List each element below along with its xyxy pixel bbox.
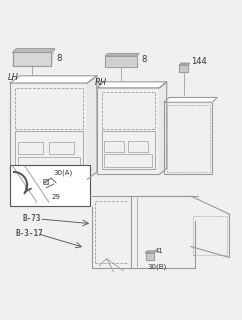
Bar [17, 156, 80, 171]
Bar [49, 142, 75, 155]
Text: 41: 41 [155, 248, 163, 254]
Polygon shape [145, 251, 156, 253]
Bar [167, 105, 210, 172]
Bar [104, 141, 124, 152]
Bar [43, 179, 48, 184]
Polygon shape [105, 53, 139, 56]
Bar [102, 92, 155, 129]
Polygon shape [10, 76, 97, 83]
Text: B-73: B-73 [22, 214, 41, 223]
Bar [104, 154, 152, 167]
Polygon shape [145, 253, 154, 260]
Polygon shape [105, 56, 137, 67]
Polygon shape [13, 49, 55, 52]
Polygon shape [97, 82, 167, 88]
Polygon shape [87, 76, 97, 179]
Text: RH: RH [95, 78, 107, 87]
Polygon shape [179, 63, 190, 65]
Bar [26, 55, 36, 63]
Bar [15, 88, 83, 129]
Bar [97, 88, 159, 174]
Text: 30(A): 30(A) [54, 169, 73, 176]
Bar [128, 141, 148, 152]
Polygon shape [179, 65, 188, 72]
Text: 30(B): 30(B) [147, 263, 166, 270]
Text: B-3-17: B-3-17 [15, 229, 43, 238]
Bar [38, 55, 48, 63]
Text: 144: 144 [191, 57, 206, 66]
Bar [193, 216, 227, 255]
Text: 8: 8 [142, 55, 147, 64]
Text: 29: 29 [51, 194, 60, 200]
Polygon shape [159, 82, 167, 174]
Text: 8: 8 [56, 54, 61, 63]
Text: LH: LH [8, 73, 19, 82]
Bar [164, 102, 212, 174]
Polygon shape [13, 50, 54, 66]
Bar [10, 165, 90, 206]
Bar [10, 83, 87, 179]
Bar [102, 131, 155, 169]
Bar [15, 131, 83, 173]
Polygon shape [164, 98, 217, 102]
Bar [15, 55, 25, 63]
Bar [112, 59, 130, 65]
Bar [17, 142, 43, 155]
